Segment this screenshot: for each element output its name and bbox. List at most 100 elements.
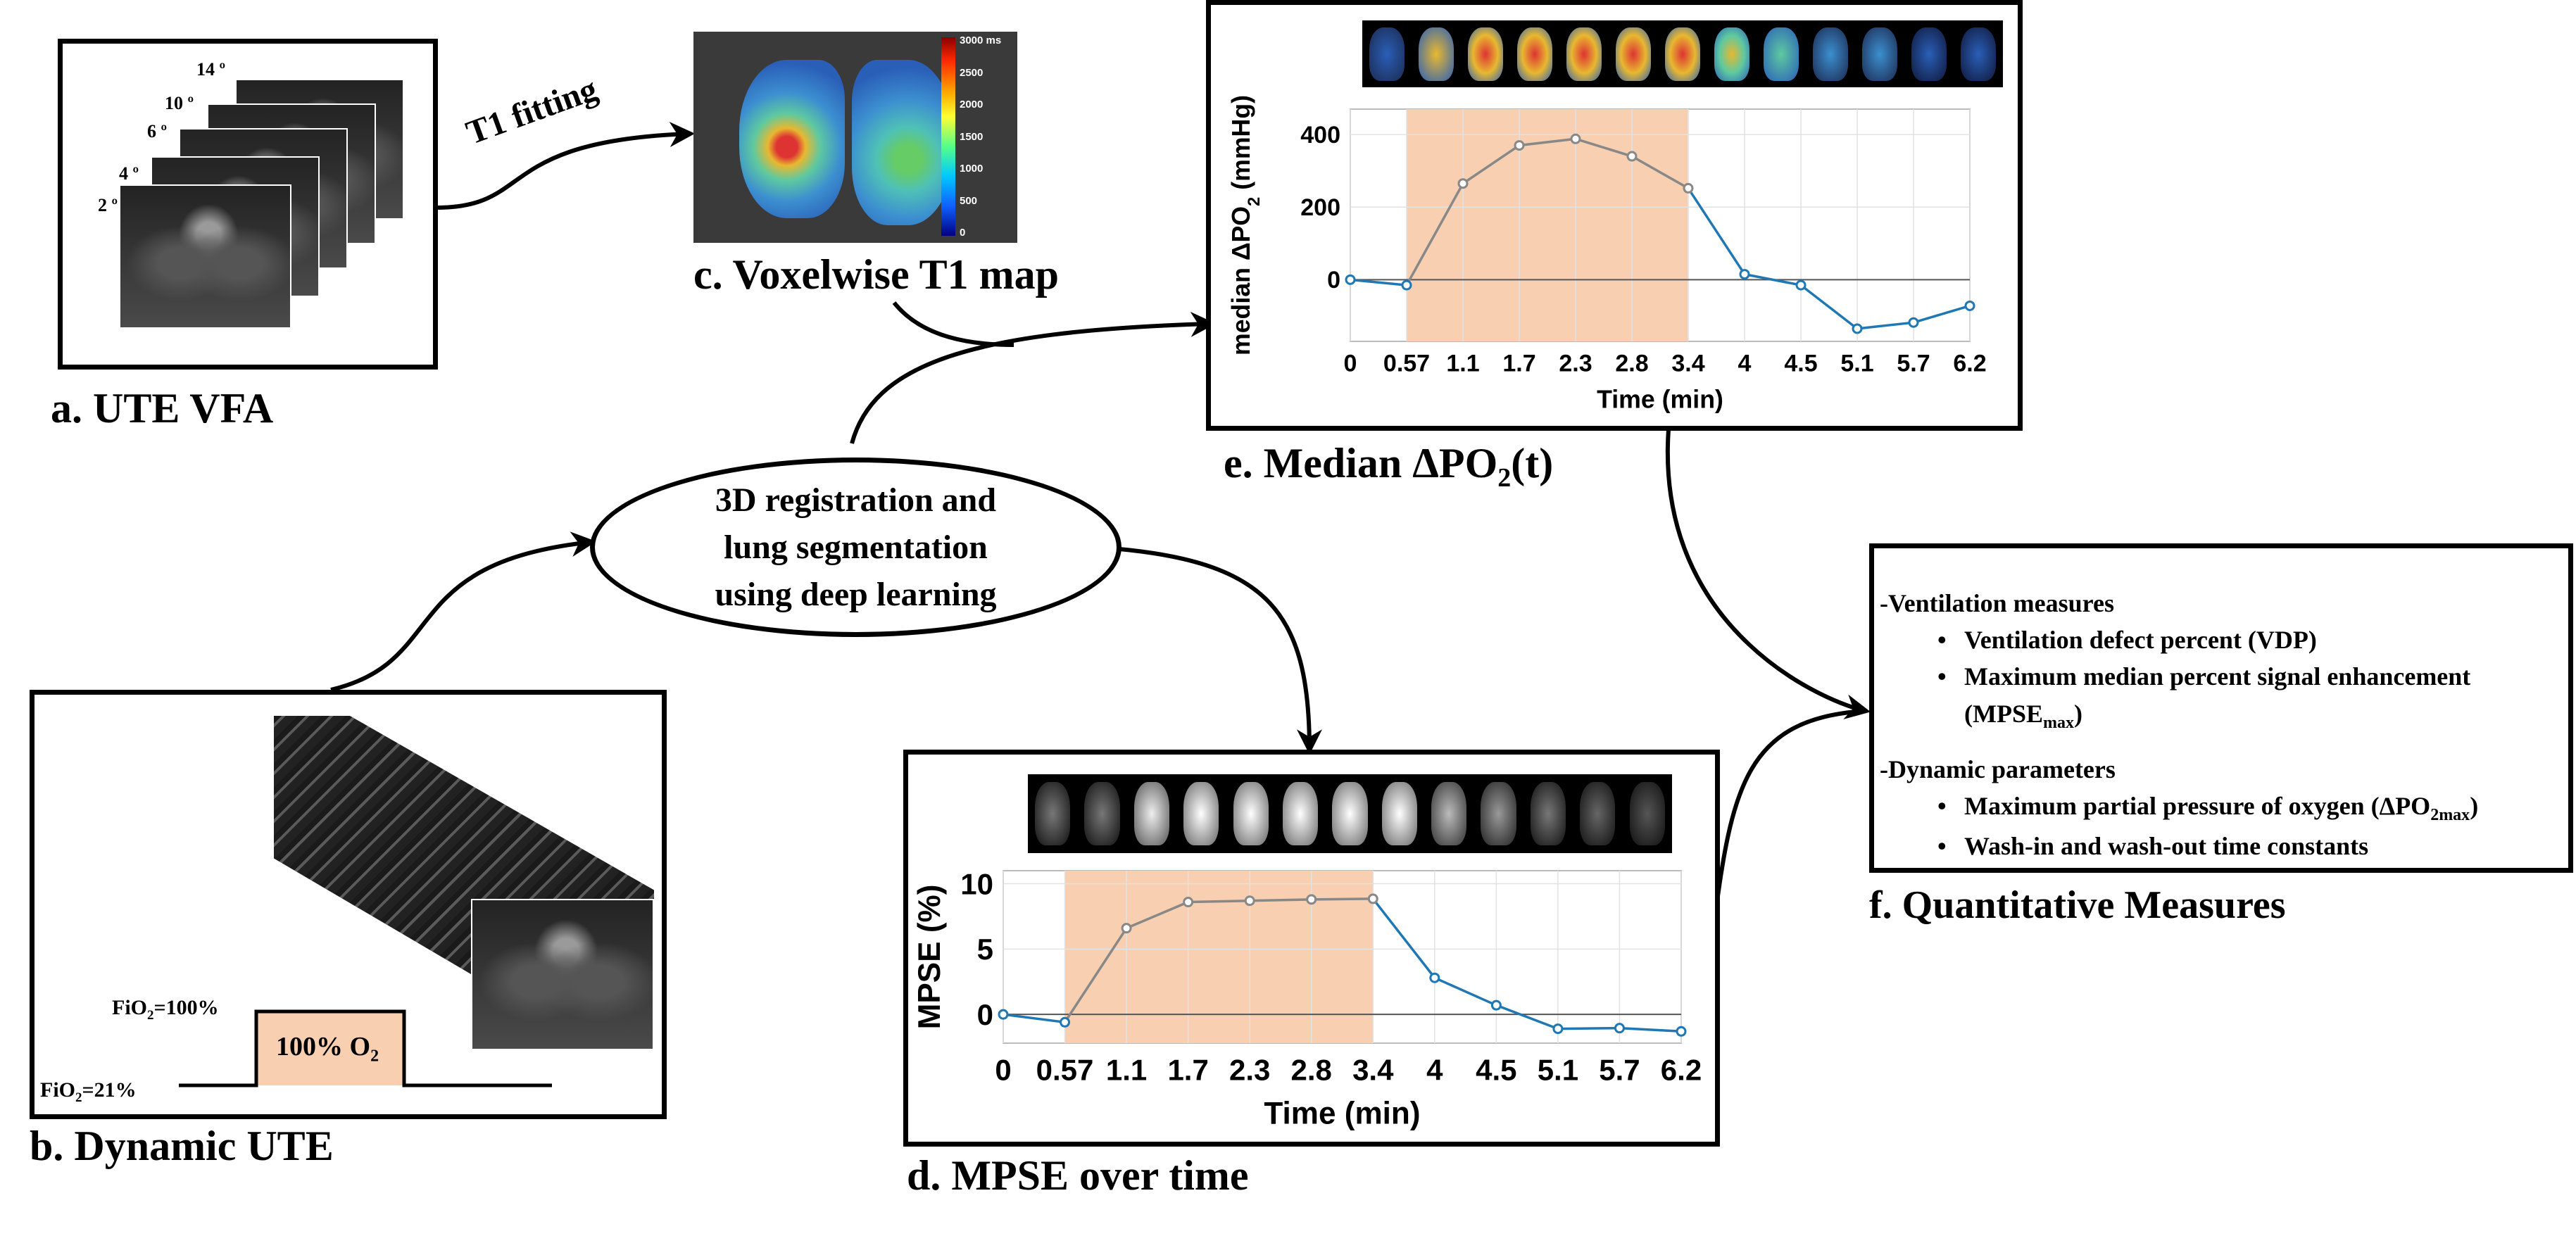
x-tick-label: 1.7 <box>1502 351 1535 377</box>
arrow-vfa-to-t1 <box>436 122 696 210</box>
thumbnail <box>1332 782 1368 845</box>
fio2-low-label: FiO2=21% <box>40 1078 137 1105</box>
x-tick-label: 5.7 <box>1599 1054 1640 1087</box>
series-segment <box>1744 272 1802 286</box>
data-point <box>1795 279 1807 291</box>
caption-b: b. Dynamic UTE <box>30 1123 334 1169</box>
dynamic-parameters-heading: -Dynamic parameters <box>1880 755 2116 783</box>
series-segment <box>1350 278 1407 286</box>
data-point <box>1570 133 1581 144</box>
thumbnail <box>1369 27 1405 81</box>
thumbnail <box>1481 782 1516 845</box>
data-point <box>1514 140 1525 151</box>
colorbar-tick: 1000 <box>960 163 984 175</box>
x-tick-label: 4.5 <box>1476 1054 1516 1087</box>
data-point <box>998 1009 1009 1020</box>
thumbnail <box>1566 27 1602 81</box>
measure-mpse-max-abbrev: (MPSEmax) <box>1964 699 2082 732</box>
caption-c: c. Voxelwise T1 map <box>693 251 1059 298</box>
arrow-dynamic-to-registration <box>330 531 597 692</box>
data-point <box>1626 151 1638 162</box>
series-segment <box>1462 144 1520 185</box>
registration-line: lung segmentation <box>724 528 988 566</box>
series-segment <box>1631 155 1689 189</box>
series-segment <box>1405 182 1464 286</box>
data-point <box>1552 1023 1564 1035</box>
thumbnail <box>1629 782 1665 845</box>
y-tick-label: 0 <box>977 998 993 1031</box>
series-segment <box>1519 137 1576 147</box>
x-tick-label: 0 <box>995 1054 1011 1087</box>
y-tick-label: 0 <box>1327 267 1340 294</box>
x-tick-label: 0 <box>1344 351 1357 377</box>
registration-node: 3D registration and lung segmentation us… <box>590 458 1121 637</box>
series-segment <box>1799 284 1859 330</box>
thumbnail <box>1035 782 1071 845</box>
measure-dpo2-max: Maximum partial pressure of oxygen (ΔPO2… <box>1880 788 2478 828</box>
vfa-angle-label: 2 º <box>98 195 118 215</box>
series-segment <box>1557 1026 1620 1030</box>
thumbnail <box>1911 27 1947 81</box>
data-point <box>1244 895 1255 907</box>
caption-f: f. Quantitative Measures <box>1869 883 2286 927</box>
thumbnail <box>1960 27 1997 81</box>
x-tick-label: 1.1 <box>1106 1054 1147 1087</box>
x-tick-label: 5.7 <box>1897 351 1930 377</box>
thumbnail <box>1615 27 1652 81</box>
data-point <box>1739 269 1750 280</box>
colorbar-tick: 3000 ms <box>960 34 1002 46</box>
series-segment <box>1495 1004 1559 1030</box>
x-tick-label: 0.57 <box>1036 1054 1094 1087</box>
oxygen-period-shading <box>1407 109 1688 341</box>
vfa-angle-label: 10 º <box>165 93 194 113</box>
thumbnail <box>1861 27 1898 81</box>
median-thumbnail-strip <box>1362 20 2003 87</box>
caption-d: d. MPSE over time <box>907 1152 1249 1199</box>
t1-map-lung-left <box>739 60 845 218</box>
measure-time-constants: Wash-in and wash-out time constants <box>1880 828 2478 864</box>
mpse-chart: 0 5 10 0 0.57 1.1 1.7 2.3 2.8 3.4 4 4.5 5.1 5.7 6.2 Tim… <box>912 867 1702 1131</box>
fio2-waveform <box>179 1009 552 1087</box>
vfa-slice-2 <box>119 184 291 329</box>
t1-map-image: 3000 ms 2500 2000 1500 1000 500 0 <box>693 32 1017 243</box>
caption-a: a. UTE VFA <box>51 385 274 431</box>
x-tick-label: 2.3 <box>1559 351 1592 377</box>
t1-map-lung-right <box>852 60 954 225</box>
x-tick-label: 4.5 <box>1784 351 1817 377</box>
thumbnail <box>1580 782 1616 845</box>
data-point <box>1614 1023 1625 1034</box>
thumbnail <box>1183 782 1219 845</box>
data-point <box>1490 999 1502 1011</box>
thumbnail <box>1282 782 1319 845</box>
thumbnail <box>1431 782 1467 845</box>
x-tick-label: 5.1 <box>1840 351 1873 377</box>
data-point <box>1683 182 1694 194</box>
mpse-thumbnail-strip <box>1028 774 1672 853</box>
data-point <box>1306 894 1317 905</box>
y-tick-label: 200 <box>1300 194 1340 221</box>
t1-colorbar-ticks: 3000 ms 2500 2000 1500 1000 500 0 <box>960 34 1001 239</box>
data-point <box>1401 279 1412 291</box>
vfa-angle-label: 14 º <box>196 59 226 80</box>
arrow-median-to-measures <box>1665 429 1871 719</box>
oxygen-box-label: 100% O2 <box>276 1032 379 1066</box>
colorbar-tick: 0 <box>960 227 966 239</box>
measure-vdp: Ventilation defect percent (VDP) <box>1880 622 2478 658</box>
colorbar-tick: 500 <box>960 194 978 207</box>
x-axis-label: Time (min) <box>1264 1097 1420 1131</box>
vfa-angle-label: 4 º <box>119 163 139 184</box>
data-point <box>1367 893 1378 904</box>
series-segment <box>1687 187 1746 275</box>
data-point <box>1121 923 1132 934</box>
thumbnail <box>1233 782 1269 845</box>
arrow-registration-to-median <box>850 311 1217 444</box>
data-point <box>1429 972 1440 983</box>
series-segment <box>1126 900 1189 930</box>
y-tick-label: 400 <box>1300 122 1340 149</box>
thumbnail <box>1812 27 1849 81</box>
dynamic-front-slice <box>471 899 654 1050</box>
oxygen-pulse-line <box>179 1009 552 1087</box>
caption-e: e. Median ΔPO2(t) <box>1224 440 1554 493</box>
series-segment <box>1311 897 1374 901</box>
